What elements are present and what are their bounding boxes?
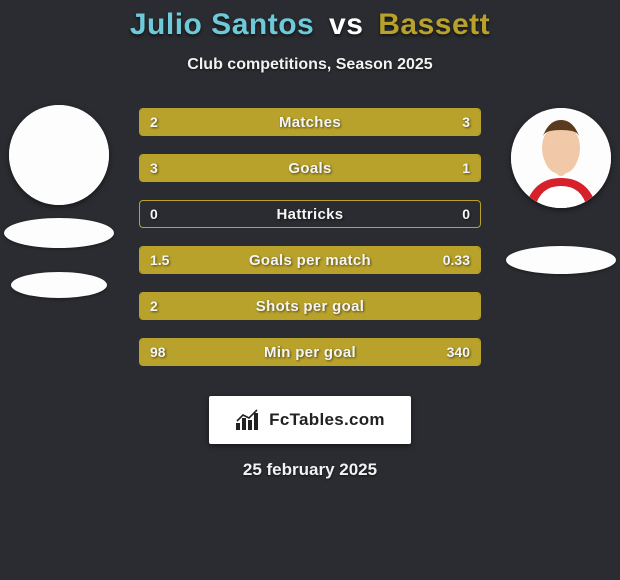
comparison-card: Julio Santos vs Bassett Club competition…	[0, 0, 620, 580]
stat-bar: Hattricks0 0	[139, 200, 481, 228]
stat-label: Hattricks	[140, 201, 480, 227]
stat-label: Goals	[140, 155, 480, 181]
player2-avatar	[511, 108, 611, 208]
stat-value-left: 1.5	[150, 247, 169, 273]
player1-avatar	[9, 105, 109, 205]
stat-label: Matches	[140, 109, 480, 135]
date-label: 25 february 2025	[0, 460, 620, 480]
content-area: Matches23Goals31Hattricks00Goals per mat…	[0, 108, 620, 378]
player1-club-badge	[4, 218, 114, 248]
title: Julio Santos vs Bassett	[0, 8, 620, 42]
stat-value-left: 0	[150, 201, 158, 227]
stat-bar: Min per goal98 340	[139, 338, 481, 366]
stat-bar: Matches2 3	[139, 108, 481, 136]
stat-value-right: 0	[462, 201, 470, 227]
stat-bars: Matches23Goals31Hattricks00Goals per mat…	[139, 108, 481, 366]
stat-label: Shots per goal	[140, 293, 480, 319]
avatar-player-icon	[511, 108, 611, 208]
stat-value-right: 3	[462, 109, 470, 135]
stat-value-right: 340	[447, 339, 470, 365]
stat-value-right: 0.33	[443, 247, 470, 273]
vs-label: vs	[329, 8, 363, 41]
stat-bar: Goals per match1.5 0.33	[139, 246, 481, 274]
player2-name: Bassett	[378, 8, 490, 41]
player1-name: Julio Santos	[130, 8, 314, 41]
logo-text: FcTables.com	[269, 410, 385, 430]
stat-label: Goals per match	[140, 247, 480, 273]
stat-value-left: 2	[150, 109, 158, 135]
stat-bar: Goals3 1	[139, 154, 481, 182]
player1-column	[4, 108, 114, 298]
stat-value-right: 1	[462, 155, 470, 181]
player2-club-badge	[506, 246, 616, 274]
stat-bar: Shots per goal2	[139, 292, 481, 320]
stat-value-left: 3	[150, 155, 158, 181]
logo-chart-icon	[235, 409, 263, 431]
avatar-placeholder-icon	[9, 105, 109, 205]
stat-label: Min per goal	[140, 339, 480, 365]
stat-value-left: 2	[150, 293, 158, 319]
subtitle: Club competitions, Season 2025	[0, 56, 620, 74]
stat-value-left: 98	[150, 339, 166, 365]
site-logo: FcTables.com	[209, 396, 411, 444]
player1-club-badge	[11, 272, 107, 298]
player2-column	[506, 108, 616, 274]
